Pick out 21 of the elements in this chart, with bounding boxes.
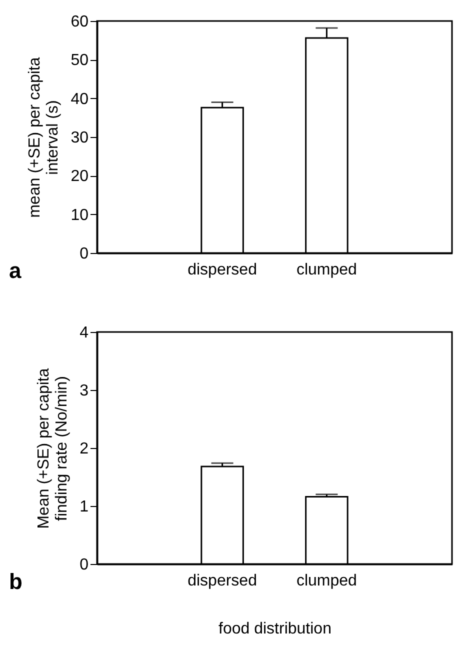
y-axis-title: Mean (+SE) per capita finding rate (No/min)	[36, 368, 71, 529]
y-tick-label: 3	[80, 382, 89, 400]
x-tick-label: clumped	[296, 572, 357, 590]
y-tick-label: 2	[80, 440, 89, 458]
y-tick-label: 30	[70, 130, 89, 146]
y-tick-label: 0	[80, 556, 89, 574]
text: b	[9, 569, 22, 594]
y-tick-label: 60	[70, 14, 89, 30]
y-tick-label: 4	[80, 324, 89, 342]
y-tick-label: 50	[70, 52, 89, 70]
y-tick-label: 10	[70, 206, 89, 224]
x-tick-label: dispersed	[188, 262, 257, 278]
x-tick-label: clumped	[296, 262, 357, 278]
x-axis-title: food distribution	[218, 620, 332, 638]
x-tick-label: dispersed	[188, 572, 257, 590]
y-tick-label: 0	[80, 246, 89, 262]
y-tick-label: 40	[70, 90, 89, 108]
y-tick-label: 1	[80, 498, 89, 516]
y-tick-label: 20	[70, 168, 89, 186]
y-axis-title: mean (+SE) per capita interval (s)	[26, 57, 62, 218]
text: a	[9, 258, 22, 283]
